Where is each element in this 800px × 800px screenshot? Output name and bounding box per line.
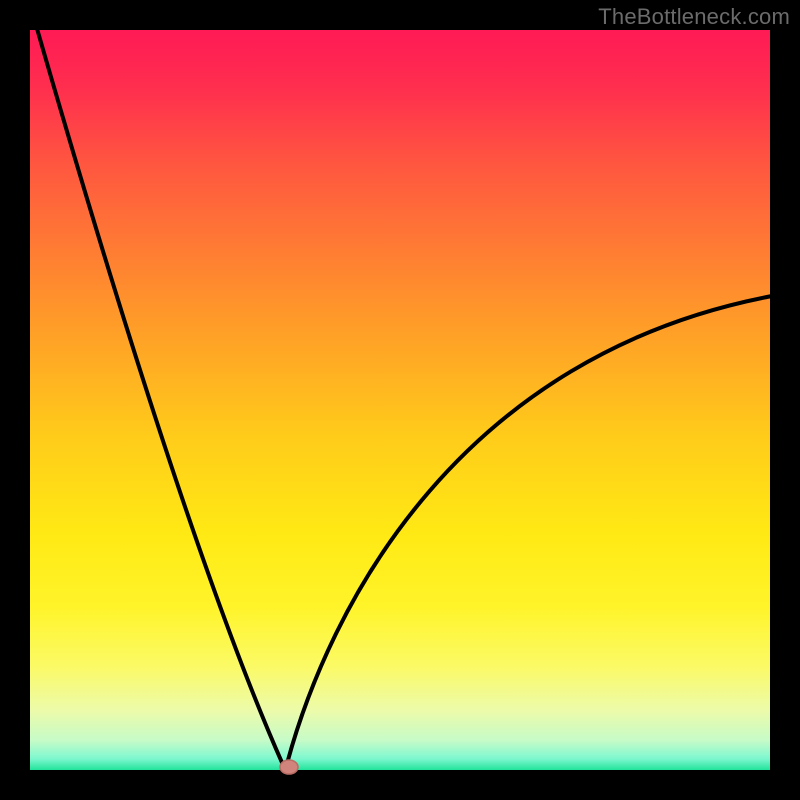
optimal-point-marker <box>280 760 298 774</box>
chart-root: TheBottleneck.com <box>0 0 800 800</box>
plot-background <box>30 30 770 770</box>
bottleneck-curve-chart <box>0 0 800 800</box>
watermark-text: TheBottleneck.com <box>598 4 790 30</box>
